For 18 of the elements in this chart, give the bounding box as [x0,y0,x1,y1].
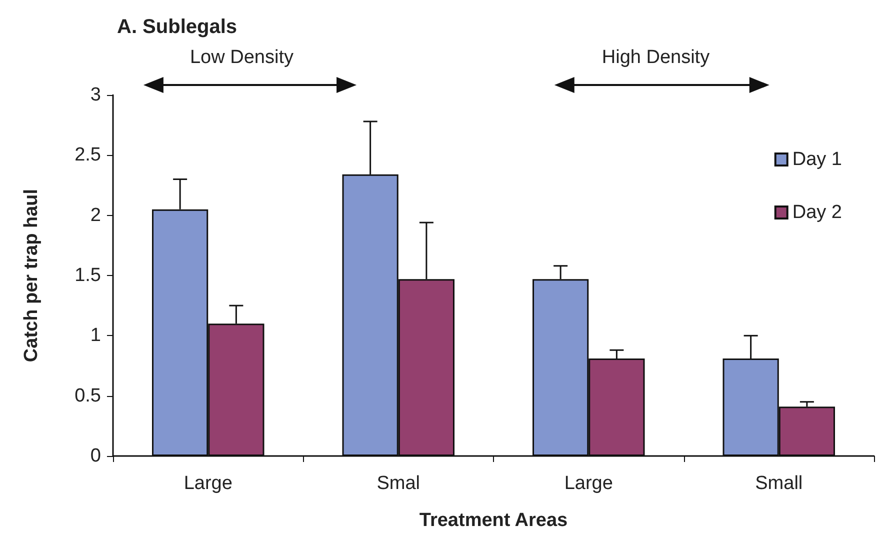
legend-label: Day 1 [792,149,842,170]
x-tick-label: Large [184,473,232,494]
x-tick-label: Small [755,473,803,494]
y-tick-label: 0.5 [74,385,101,406]
legend-label: Day 2 [792,202,842,223]
text: High Density [602,47,710,68]
y-tick-label: 2.5 [74,144,101,166]
y-tick-label: 1.5 [74,265,101,286]
y-tick-label: 1 [90,325,101,346]
text: Low Density [190,47,294,68]
y-axis-title: Catch per trap haul [21,188,42,362]
x-tick-label: Smal [376,473,420,494]
y-tick-label: 3 [90,84,101,106]
y-tick-label: 0 [90,446,101,466]
x-axis-title: Treatment Areas [419,510,568,531]
chart-title: A. Sublegals [117,16,238,38]
x-tick-label: Large [564,473,613,494]
y-tick-label: 2 [90,204,101,226]
